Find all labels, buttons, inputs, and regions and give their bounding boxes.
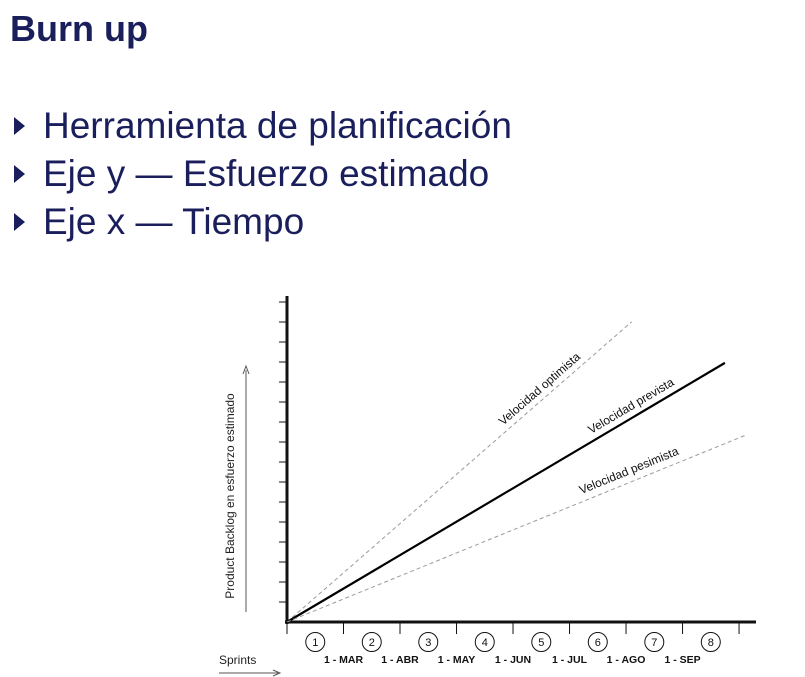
slide-title: Burn up — [10, 8, 148, 49]
series-label: Velocidad pesimista — [577, 444, 681, 497]
bullet-item: Herramienta de planificación — [14, 102, 512, 150]
bullet-item: Eje y — Esfuerzo estimado — [14, 150, 512, 198]
series-label: Velocidad prevista — [585, 375, 676, 437]
bullet-list: Herramienta de planificación Eje y — Esf… — [14, 102, 512, 246]
bullet-arrow-icon — [14, 117, 25, 135]
sprint-number: 6 — [595, 637, 601, 649]
bullet-arrow-icon — [14, 213, 25, 231]
date-tick-label: 1 - ABR — [381, 654, 419, 666]
bullet-text: Herramienta de planificación — [43, 105, 512, 146]
series-lines — [286, 321, 745, 623]
y-axis-label: Product Backlog en esfuerzo estimado — [223, 393, 237, 599]
date-tick-label: 1 - JUN — [495, 654, 531, 666]
sprint-number: 7 — [651, 637, 657, 649]
date-tick-label: 1 - MAR — [324, 654, 364, 666]
date-tick-label: 1 - MAY — [438, 654, 476, 666]
sprint-number: 8 — [708, 637, 714, 649]
x-axis-label: Sprints — [219, 653, 256, 667]
series-labels: Velocidad optimista Velocidad prevista Vel… — [496, 349, 681, 497]
sprint-circle — [587, 632, 608, 652]
bullet-text: Eje x — Tiempo — [43, 201, 305, 242]
bullet-arrow-icon — [14, 165, 25, 183]
sprint-circle — [474, 632, 495, 652]
date-tick-label: 1 - SEP — [664, 654, 700, 666]
date-tick-label: 1 - JUL — [552, 654, 588, 666]
bullet-item: Eje x — Tiempo — [14, 198, 512, 246]
sprint-circle — [700, 632, 721, 652]
sprint-circle — [361, 632, 382, 652]
sprint-number: 1 — [312, 637, 318, 649]
sprint-circle — [418, 632, 439, 652]
bullet-text: Eje y — Esfuerzo estimado — [43, 153, 490, 194]
y-axis-label-arrowhead-icon — [242, 364, 250, 375]
date-tick-label: 1 - AGO — [607, 654, 646, 666]
series-label: Velocidad optimista — [496, 349, 583, 428]
sprint-circle — [531, 632, 552, 652]
series-line — [286, 321, 633, 623]
y-axis-ticks — [279, 301, 287, 603]
x-axis-labels: 1 2 3 4 5 6 7 8 1 - MAR 1 - ABR 1 - MAY 1 - JUN 1 - … — [286, 622, 740, 666]
x-axis-label-arrowhead-icon — [272, 669, 282, 677]
series-line — [286, 435, 745, 623]
sprint-number: 3 — [425, 637, 431, 649]
sprint-circle — [305, 632, 326, 652]
chart-axes — [285, 296, 756, 624]
sprint-number: 5 — [538, 637, 544, 649]
sprint-circle — [644, 632, 665, 652]
series-line — [286, 361, 726, 623]
sprint-number: 2 — [369, 637, 375, 649]
sprint-number: 4 — [482, 637, 488, 649]
